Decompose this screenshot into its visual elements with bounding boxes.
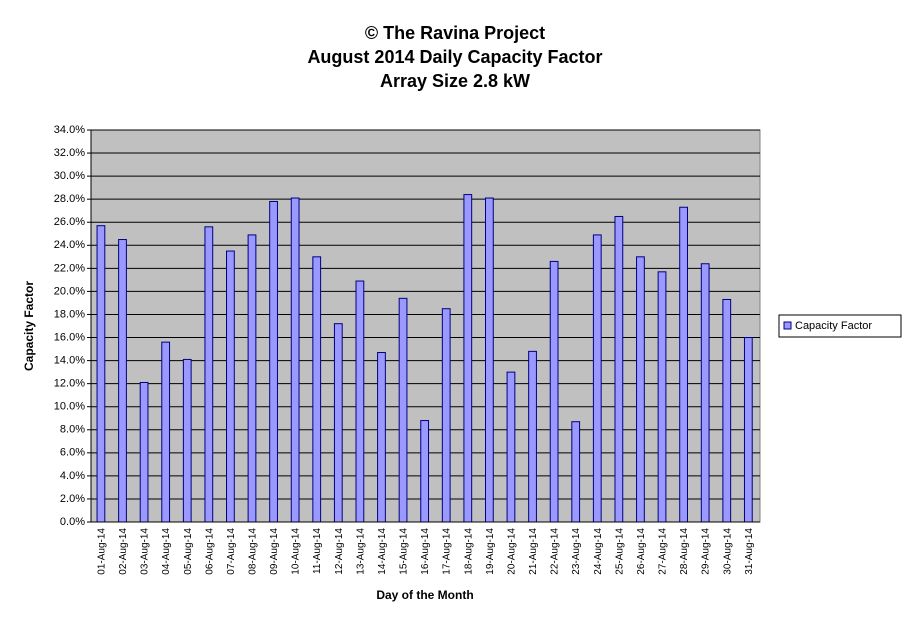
- chart-title: August 2014 Daily Capacity Factor: [307, 47, 602, 67]
- x-tick-label: 03-Aug-14: [140, 528, 151, 575]
- x-tick-label: 16-Aug-14: [420, 528, 431, 575]
- x-tick-label: 21-Aug-14: [528, 528, 539, 575]
- y-tick-label: 30.0%: [54, 170, 85, 182]
- x-tick-label: 02-Aug-14: [118, 528, 129, 575]
- x-axis-label: Day of the Month: [376, 588, 473, 602]
- bar: [614, 215, 624, 523]
- x-tick-label: 30-Aug-14: [722, 528, 733, 575]
- x-tick-label: 05-Aug-14: [183, 528, 194, 575]
- x-tick-label: 22-Aug-14: [550, 528, 561, 575]
- bar: [743, 337, 753, 523]
- x-tick-label: 07-Aug-14: [226, 528, 237, 575]
- y-tick-label: 0.0%: [60, 516, 85, 528]
- x-tick-label: 17-Aug-14: [442, 528, 453, 575]
- y-tick-label: 20.0%: [54, 285, 85, 297]
- bar: [506, 371, 516, 523]
- x-tick-label: 28-Aug-14: [679, 528, 690, 575]
- x-tick-label: 29-Aug-14: [701, 528, 712, 575]
- x-tick-label: 10-Aug-14: [291, 528, 302, 575]
- bar: [312, 256, 322, 523]
- x-tick-label: 06-Aug-14: [204, 528, 215, 575]
- x-tick-label: 14-Aug-14: [377, 528, 388, 575]
- x-tick-label: 13-Aug-14: [355, 528, 366, 575]
- x-tick-label: 19-Aug-14: [485, 528, 496, 575]
- x-tick-label: 27-Aug-14: [658, 528, 669, 575]
- bar: [484, 197, 494, 523]
- x-tick-label: 24-Aug-14: [593, 528, 604, 575]
- bar: [290, 197, 300, 523]
- bar: [592, 234, 602, 523]
- x-tick-label: 23-Aug-14: [571, 528, 582, 575]
- bar: [226, 250, 235, 523]
- legend-box: [778, 314, 902, 338]
- y-tick-label: 14.0%: [54, 354, 85, 366]
- bar: [398, 297, 408, 523]
- x-tick-label: 15-Aug-14: [399, 528, 410, 575]
- bar: [636, 256, 645, 523]
- x-tick-label: 12-Aug-14: [334, 528, 345, 575]
- y-tick-label: 16.0%: [54, 331, 85, 343]
- bar: [571, 421, 581, 523]
- bar: [549, 260, 559, 523]
- y-tick-label: 2.0%: [60, 493, 85, 505]
- x-tick-label: 18-Aug-14: [463, 528, 474, 575]
- chart-title: © The Ravina Project: [365, 23, 545, 43]
- bar: [333, 323, 343, 523]
- y-axis-label: Capacity Factor: [22, 281, 36, 371]
- y-tick-label: 28.0%: [54, 193, 85, 205]
- y-tick-label: 8.0%: [60, 424, 85, 436]
- x-tick-label: 01-Aug-14: [96, 528, 107, 575]
- x-tick-label: 11-Aug-14: [312, 528, 323, 574]
- bar: [355, 280, 365, 523]
- y-tick-label: 26.0%: [54, 216, 85, 228]
- legend-swatch: [783, 321, 792, 330]
- y-tick-label: 6.0%: [60, 447, 85, 459]
- x-tick-label: 04-Aug-14: [161, 528, 172, 575]
- x-tick-label: 26-Aug-14: [636, 528, 647, 575]
- x-tick-label: 25-Aug-14: [614, 528, 625, 575]
- bar: [204, 226, 214, 523]
- bar: [161, 341, 171, 523]
- y-tick-label: 24.0%: [54, 239, 85, 251]
- y-tick-label: 34.0%: [54, 124, 85, 136]
- bar: [96, 225, 106, 523]
- bar: [139, 381, 149, 523]
- x-tick-label: 31-Aug-14: [744, 528, 755, 575]
- y-tick-label: 10.0%: [54, 401, 85, 413]
- y-tick-label: 18.0%: [54, 308, 85, 320]
- bar: [463, 194, 473, 523]
- x-tick-label: 20-Aug-14: [506, 528, 517, 575]
- bar: [118, 239, 127, 523]
- x-tick-label: 08-Aug-14: [247, 528, 258, 575]
- bar: [657, 271, 667, 523]
- bar: [528, 350, 537, 523]
- bar: [420, 420, 430, 523]
- bar: [722, 298, 732, 523]
- legend-label: Capacity Factor: [795, 320, 872, 332]
- bar: [377, 352, 386, 523]
- y-tick-label: 22.0%: [54, 262, 85, 274]
- bar: [679, 206, 688, 523]
- bar: [700, 263, 710, 523]
- bar: [182, 358, 192, 523]
- bar: [269, 200, 278, 523]
- x-tick-label: 09-Aug-14: [269, 528, 280, 575]
- chart-title: Array Size 2.8 kW: [380, 71, 530, 91]
- y-tick-label: 4.0%: [60, 470, 85, 482]
- bar: [247, 234, 257, 523]
- y-tick-label: 12.0%: [54, 378, 85, 390]
- bar: [441, 308, 451, 523]
- y-tick-label: 32.0%: [54, 147, 85, 159]
